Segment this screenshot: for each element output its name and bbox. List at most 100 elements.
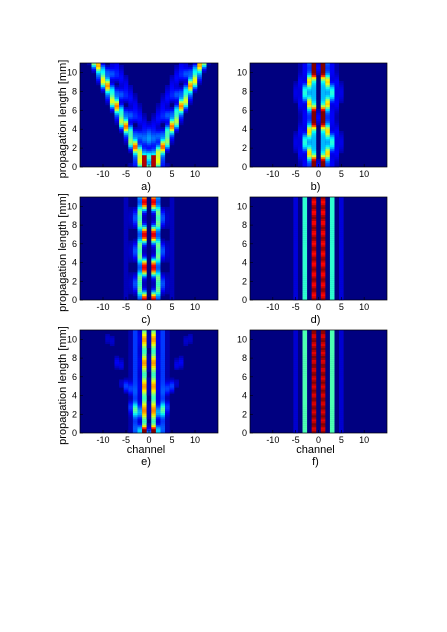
heatmap-cell	[160, 109, 166, 112]
heatmap-cell	[320, 151, 326, 154]
heatmap-cell	[297, 67, 303, 70]
heatmap-cell	[160, 359, 166, 362]
heatmap-cell	[293, 381, 298, 384]
heatmap-cell	[165, 212, 170, 216]
heatmap-cell	[183, 71, 189, 74]
heatmap-cell	[114, 101, 120, 104]
heatmap-cell	[146, 355, 152, 358]
heatmap-cell	[128, 129, 133, 132]
heatmap-cell	[165, 131, 170, 134]
heatmap-cell	[142, 151, 147, 154]
heatmap-cell	[311, 345, 317, 349]
heatmap-cell	[165, 109, 170, 112]
heatmap-cell	[128, 351, 133, 354]
heatmap-cell	[307, 121, 312, 124]
heatmap-cell	[132, 254, 138, 257]
heatmap-cell	[151, 296, 156, 299]
heatmap-cell	[316, 111, 321, 114]
heatmap-cell	[339, 224, 344, 227]
heatmap-cell	[325, 89, 330, 92]
heatmap-cell	[165, 244, 170, 247]
heatmap-cell	[302, 248, 308, 251]
heatmap-cell	[165, 89, 170, 92]
heatmap-cell	[320, 411, 326, 414]
heatmap-cell	[105, 81, 110, 84]
heatmap-cell	[142, 137, 147, 140]
heatmap-cell	[302, 296, 308, 299]
heatmap-cell	[169, 228, 175, 231]
heatmap-cell	[329, 262, 335, 265]
heatmap-cell	[151, 260, 156, 263]
heatmap-cell	[160, 417, 166, 420]
heatmap-cell	[169, 236, 175, 239]
heatmap-cell	[155, 153, 161, 156]
heatmap-cell	[137, 133, 143, 136]
heatmap-cell	[160, 276, 166, 279]
heatmap-cell	[123, 212, 129, 216]
heatmap-cell	[316, 71, 321, 74]
heatmap-cell	[339, 143, 344, 146]
heatmap-cell	[174, 383, 179, 386]
heatmap-cell	[325, 123, 330, 126]
heatmap-cell	[114, 105, 120, 108]
heatmap-cell	[151, 224, 156, 227]
heatmap-cell	[339, 218, 344, 221]
heatmap-cell	[320, 244, 326, 247]
heatmap-cell	[311, 423, 317, 426]
heatmap-cell	[297, 161, 303, 164]
heatmap-cell	[329, 63, 335, 66]
heatmap-cell	[293, 218, 298, 221]
heatmap-cell	[119, 113, 124, 116]
heatmap-cell	[311, 218, 317, 221]
heatmap-cell	[325, 105, 330, 108]
heatmap-cell	[155, 107, 161, 110]
heatmap-cell	[302, 419, 308, 422]
heatmap-cell	[160, 127, 166, 130]
heatmap-cell	[302, 149, 308, 152]
heatmap-cell	[160, 353, 166, 356]
heatmap-cell	[155, 216, 161, 219]
heatmap-cell	[169, 85, 175, 88]
heatmap-cell	[174, 69, 179, 72]
heatmap-cell	[114, 115, 120, 118]
heatmap-cell	[320, 353, 326, 356]
heatmap-cell	[334, 63, 340, 66]
heatmap-cell	[155, 272, 161, 275]
heatmap-cell	[325, 119, 330, 122]
heatmap-cell	[307, 145, 312, 148]
heatmap-cell	[339, 95, 344, 98]
heatmap-cell	[311, 83, 317, 86]
y-tick-label: 8	[72, 220, 77, 230]
heatmap-cell	[311, 99, 317, 102]
heatmap-cell	[165, 218, 170, 221]
heatmap-cell	[320, 107, 326, 110]
heatmap-cell	[339, 131, 344, 134]
heatmap-cell	[302, 133, 308, 136]
heatmap-cell	[169, 244, 175, 247]
heatmap-cell	[169, 383, 175, 386]
heatmap-cell	[320, 93, 326, 96]
heatmap-cell	[293, 222, 298, 225]
heatmap-cell	[320, 230, 326, 233]
heatmap-cell	[142, 339, 147, 343]
heatmap-cell	[142, 230, 147, 233]
heatmap-cell	[155, 411, 161, 414]
heatmap-cell	[155, 417, 161, 420]
heatmap-cell	[169, 198, 175, 202]
heatmap-cell	[325, 69, 330, 72]
heatmap-cell	[132, 399, 138, 402]
heatmap-cell	[325, 77, 330, 80]
heatmap-cell	[339, 355, 344, 358]
heatmap-cell	[311, 125, 317, 128]
heatmap-cell	[293, 262, 298, 265]
heatmap-cell	[307, 69, 312, 72]
heatmap-cell	[137, 417, 143, 420]
heatmap-cell	[307, 163, 312, 166]
heatmap-cell	[142, 254, 147, 257]
heatmap-cell	[151, 379, 156, 382]
heatmap-cell	[132, 95, 138, 98]
heatmap-cell	[142, 347, 147, 351]
heatmap-cell	[302, 345, 308, 349]
heatmap-cell	[197, 79, 202, 82]
heatmap-cell	[183, 97, 189, 100]
